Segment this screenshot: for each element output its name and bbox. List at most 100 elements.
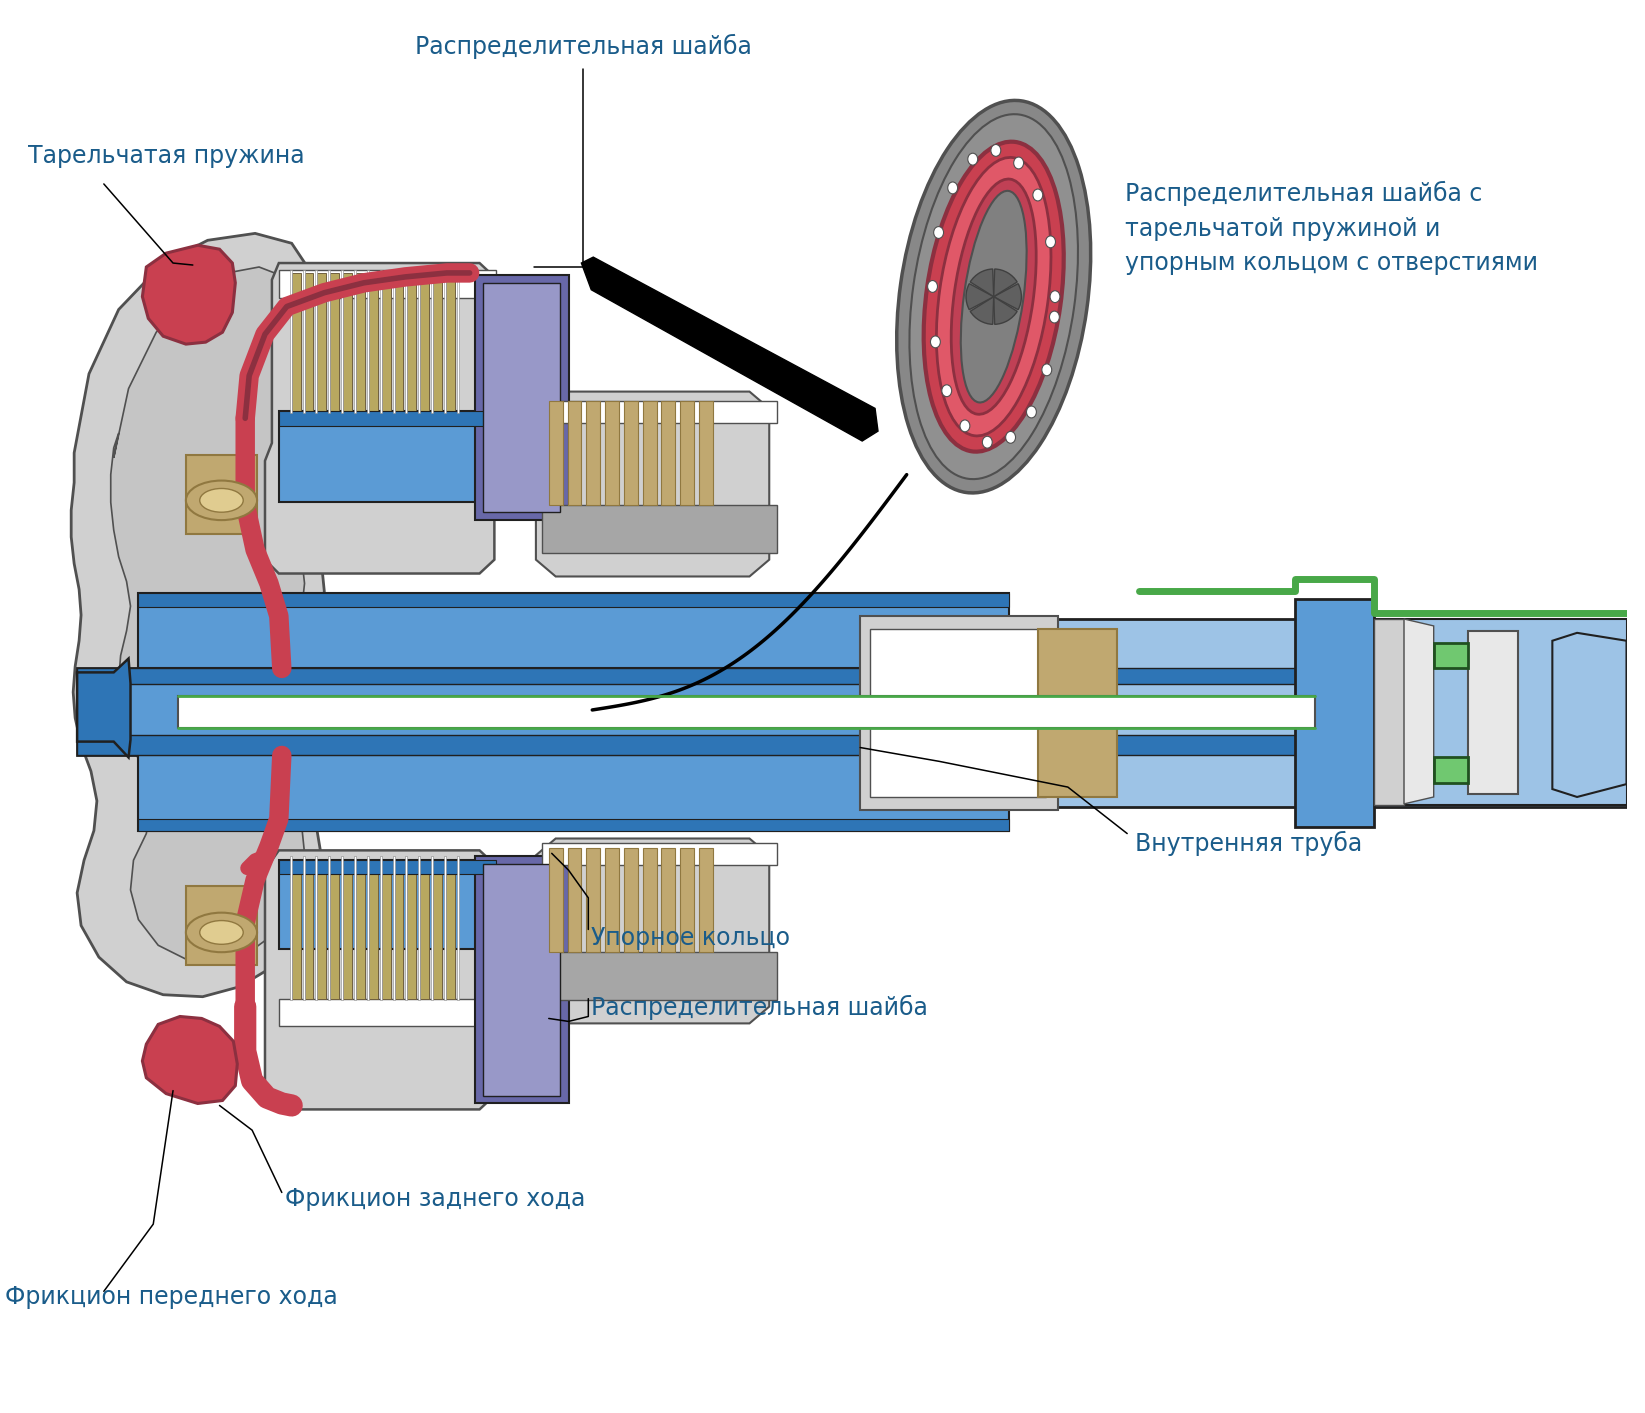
Bar xyxy=(433,861,443,999)
Bar xyxy=(605,848,619,952)
Text: Распределительная шайба: Распределительная шайба xyxy=(415,34,752,59)
Bar xyxy=(482,283,559,512)
Bar xyxy=(291,861,301,999)
Bar xyxy=(541,506,776,552)
Ellipse shape xyxy=(1033,189,1043,201)
Bar xyxy=(280,861,497,875)
Bar xyxy=(541,401,776,424)
Bar xyxy=(860,616,1058,810)
Bar xyxy=(303,270,304,414)
Bar xyxy=(586,401,600,506)
Bar xyxy=(393,270,395,414)
Ellipse shape xyxy=(936,157,1051,435)
Bar xyxy=(431,270,433,414)
Ellipse shape xyxy=(961,191,1026,403)
Ellipse shape xyxy=(199,489,243,512)
Bar xyxy=(367,270,368,414)
Ellipse shape xyxy=(931,336,941,348)
Bar xyxy=(138,756,1008,831)
Bar xyxy=(446,273,454,411)
Polygon shape xyxy=(1434,757,1469,783)
Bar xyxy=(433,273,443,411)
Polygon shape xyxy=(265,851,495,1109)
Ellipse shape xyxy=(199,920,243,944)
Bar xyxy=(457,856,459,999)
Bar xyxy=(304,861,314,999)
Bar xyxy=(344,273,352,411)
Bar xyxy=(457,270,459,414)
Text: Распределительная шайба: Распределительная шайба xyxy=(591,995,928,1020)
Polygon shape xyxy=(1405,619,1434,804)
Text: Упорное кольцо: Упорное кольцо xyxy=(591,926,790,950)
Bar xyxy=(280,270,497,298)
Bar xyxy=(1374,619,1405,805)
Bar xyxy=(475,276,569,520)
Bar xyxy=(549,401,563,506)
Bar xyxy=(77,668,1323,756)
Polygon shape xyxy=(1553,633,1627,797)
Bar xyxy=(354,856,355,999)
Bar xyxy=(329,856,331,999)
Bar xyxy=(186,886,257,965)
Bar xyxy=(1295,599,1374,827)
Bar xyxy=(280,861,497,950)
Bar xyxy=(341,856,344,999)
Ellipse shape xyxy=(934,226,944,239)
Bar xyxy=(1038,719,1117,797)
Wedge shape xyxy=(971,268,994,297)
Bar xyxy=(681,848,694,952)
Ellipse shape xyxy=(897,100,1091,493)
Text: Внутренняя труба: Внутренняя труба xyxy=(1135,831,1362,856)
Bar xyxy=(380,856,382,999)
Bar xyxy=(444,856,446,999)
Ellipse shape xyxy=(186,913,257,952)
Ellipse shape xyxy=(186,480,257,520)
Ellipse shape xyxy=(910,114,1077,479)
Bar xyxy=(367,856,368,999)
Wedge shape xyxy=(971,297,994,325)
Bar xyxy=(549,848,563,952)
Bar xyxy=(1469,630,1518,794)
Bar xyxy=(368,273,378,411)
Text: Тарельчатая пружина: Тарельчатая пружина xyxy=(28,144,304,168)
Bar xyxy=(395,273,403,411)
Ellipse shape xyxy=(1013,157,1023,170)
Bar xyxy=(138,593,1008,668)
Ellipse shape xyxy=(967,153,977,165)
Ellipse shape xyxy=(1050,311,1059,324)
Bar xyxy=(316,856,317,999)
Bar xyxy=(317,861,326,999)
Bar xyxy=(138,818,1008,831)
Bar xyxy=(77,735,1323,756)
Bar xyxy=(393,856,395,999)
Ellipse shape xyxy=(1046,236,1056,247)
Polygon shape xyxy=(110,267,304,962)
Bar xyxy=(303,856,304,999)
Bar xyxy=(331,273,339,411)
Ellipse shape xyxy=(923,141,1064,452)
Text: Распределительная шайба с
тарельчатой пружиной и
упорным кольцом с отверстиями: Распределительная шайба с тарельчатой пр… xyxy=(1125,181,1538,276)
Bar xyxy=(1038,629,1117,706)
Ellipse shape xyxy=(1026,406,1036,418)
Text: Фрикцион заднего хода: Фрикцион заднего хода xyxy=(285,1187,586,1211)
Bar xyxy=(329,270,331,414)
Bar xyxy=(290,856,291,999)
Bar xyxy=(138,593,1008,608)
Bar xyxy=(643,848,656,952)
Ellipse shape xyxy=(990,144,1000,157)
Bar xyxy=(405,270,408,414)
Bar xyxy=(586,848,600,952)
Bar xyxy=(304,273,314,411)
Bar xyxy=(661,401,676,506)
Bar xyxy=(418,856,419,999)
Polygon shape xyxy=(143,246,235,345)
Bar xyxy=(681,401,694,506)
Bar xyxy=(661,848,676,952)
Wedge shape xyxy=(966,284,994,309)
Bar xyxy=(870,629,1046,797)
Bar xyxy=(623,848,638,952)
Bar xyxy=(605,401,619,506)
Ellipse shape xyxy=(1005,431,1015,444)
Polygon shape xyxy=(77,658,130,757)
Bar xyxy=(1038,619,1627,807)
